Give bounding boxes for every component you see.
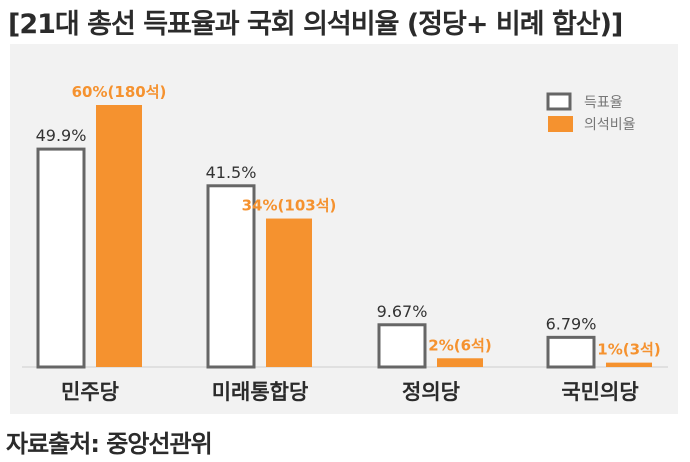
seat-bar (266, 218, 312, 367)
seat-value-label: 2%(6석) (428, 336, 491, 354)
seat-bar (96, 105, 142, 367)
seat-bar (606, 362, 652, 367)
category-label: 미래통합당 (212, 380, 309, 404)
seat-value-label: 34%(103석) (242, 197, 337, 215)
legend-swatch-vote (546, 92, 572, 111)
legend-swatch-seat (548, 116, 573, 132)
vote-value-label: 41.5% (206, 163, 257, 182)
vote-value-label: 9.67% (377, 302, 428, 321)
legend-label-vote: 득표율 (584, 95, 623, 111)
vote-value-label: 49.9% (36, 126, 87, 145)
category-label: 정의당 (402, 380, 460, 404)
category-label: 민주당 (61, 380, 119, 404)
seat-value-label: 60%(180석) (72, 83, 167, 101)
legend-label-seat: 의석비율 (584, 117, 636, 133)
source-note: 자료출처: 중앙선관위 (6, 430, 213, 458)
vote-bar (206, 184, 256, 369)
seat-bar (437, 358, 483, 367)
chart-title: [21대 총선 득표율과 국회 의석비율 (정당+ 비례 합산)] (8, 9, 623, 40)
vote-value-label: 6.79% (546, 314, 597, 333)
vote-bar (546, 335, 596, 369)
seat-value-label: 1%(3석) (597, 341, 660, 359)
vote-bar (36, 147, 86, 369)
vote-bar (377, 323, 427, 369)
category-label: 국민의당 (561, 380, 638, 404)
